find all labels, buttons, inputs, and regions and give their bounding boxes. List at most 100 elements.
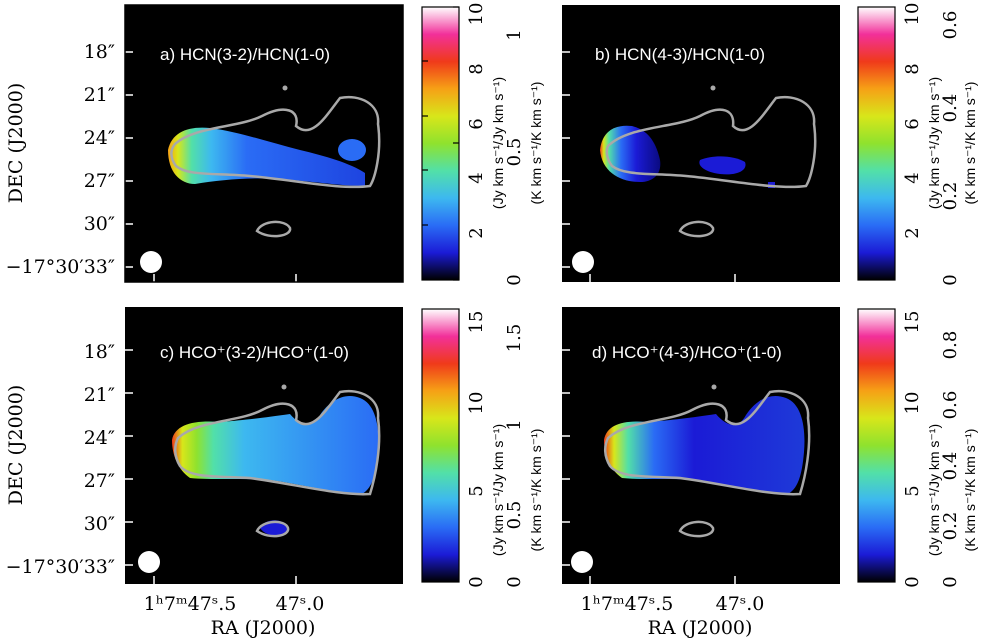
cbar-b-label-k: (K km s⁻¹/K km s⁻¹) [962, 82, 978, 205]
panel-c-contour [174, 389, 381, 496]
cbar-b-tick-8: 8 [902, 63, 923, 74]
cbar-c-rtick-05: 0.5 [504, 501, 525, 530]
panel-d-emission [604, 395, 805, 495]
cbar-b-tick-6: 6 [902, 118, 923, 129]
cbar-d-tick-5: 5 [902, 485, 923, 496]
panel-d-ticks [562, 349, 736, 584]
dec-tick-30-b: 30″ [84, 513, 115, 535]
dec-tick-30: 30″ [84, 213, 115, 235]
cbar-d-rtick-02: 0.2 [940, 512, 961, 541]
panel-a-contour-small [255, 220, 292, 238]
panel-c-ticks [125, 349, 297, 584]
cbar-c-tick-15: 15 [466, 311, 487, 334]
panel-a-emission [168, 127, 365, 186]
panel-b-label: b) HCN(4-3)/HCN(1-0) [595, 45, 765, 64]
panel-d-contour-small [678, 520, 715, 538]
cbar-a-tick-2: 2 [466, 227, 487, 238]
cbar-d-tick-10: 10 [902, 392, 923, 415]
cbar-c-label-k: (K km s⁻¹/K km s⁻¹) [528, 429, 544, 552]
dec-tick-27: 27″ [84, 170, 115, 192]
colorbar-a [421, 6, 460, 281]
cbar-a-tick-8: 8 [466, 63, 487, 74]
cbar-c-tick-5: 5 [466, 485, 487, 496]
panel-c-beam [138, 551, 160, 573]
ra-tick-475: 1ʰ7ᵐ47ˢ.5 [144, 593, 237, 615]
xlabel-right: RA (J2000) [648, 617, 753, 639]
colorbar-d [857, 308, 896, 583]
cbar-c-tick-10: 10 [466, 392, 487, 415]
cbar-a-rtick-0: 0 [504, 274, 525, 285]
cbar-d-rtick-06: 0.6 [940, 391, 961, 420]
cbar-a-tick-10: 10 [466, 3, 487, 26]
cbar-a-rtick-1: 1 [504, 29, 525, 40]
panel-a-label: a) HCN(3-2)/HCN(1-0) [160, 45, 330, 64]
cbar-d-rtick-04: 0.4 [940, 452, 961, 481]
ra-tick-470: 47ˢ.0 [276, 593, 325, 615]
panel-a-contour [170, 95, 381, 189]
panel-c-contour-small [255, 520, 290, 538]
cbar-b-rtick-02: 0.2 [940, 182, 961, 211]
panel-d-speck [711, 384, 717, 390]
panel-b-ticks [562, 51, 736, 282]
ra-tick-470-b: 47ˢ.0 [716, 593, 765, 615]
dec-tick-24: 24″ [84, 127, 115, 149]
panel-d: d) HCO⁺(4-3)/HCO⁺(1-0) [562, 307, 840, 584]
panel-d-contour [604, 389, 811, 496]
panel-d-beam [571, 551, 593, 573]
cbar-d-tick-15: 15 [902, 311, 923, 334]
cbar-a-tick-4: 4 [466, 172, 487, 183]
panel-b-contour [605, 95, 817, 189]
cbar-d-tick-0: 0 [902, 576, 923, 587]
ylabel-bottom: DEC (J2000) [5, 385, 27, 505]
panel-c: c) HCO⁺(3-2)/HCO⁺(1-0) [125, 307, 403, 584]
panel-a-beam [140, 251, 162, 273]
dec-tick-27-b: 27″ [84, 470, 115, 492]
cbar-c-label-jy: (Jy km s⁻¹/Jy km s⁻¹) [490, 424, 506, 556]
dec-tick-33: −17°30′33″ [6, 256, 115, 278]
colorbar-b [857, 6, 896, 281]
cbar-d-rtick-0: 0 [940, 576, 961, 587]
panel-b-contour-small [678, 220, 715, 238]
cbar-b-tick-10: 10 [902, 3, 923, 26]
xlabel-left: RA (J2000) [211, 617, 316, 639]
ylabel-top: DEC (J2000) [5, 83, 27, 203]
cbar-b-tick-2: 2 [902, 227, 923, 238]
dec-tick-33-b: −17°30′33″ [6, 556, 115, 578]
cbar-d-label-k: (K km s⁻¹/K km s⁻¹) [962, 429, 978, 552]
dec-tick-18: 18″ [84, 41, 115, 63]
colorbar-c [421, 308, 460, 583]
dec-tick-21-b: 21″ [84, 384, 115, 406]
panel-b: b) HCN(4-3)/HCN(1-0) [562, 5, 840, 282]
panel-a-blob [338, 139, 366, 161]
panel-c-speck [281, 384, 287, 390]
cbar-c-rtick-15: 1.5 [504, 324, 525, 353]
panel-a-speck [282, 85, 288, 91]
cbar-d-rtick-08: 0.8 [940, 331, 961, 360]
panel-a-ticks [125, 51, 297, 282]
dec-tick-21: 21″ [84, 84, 115, 106]
cbar-a-label-k: (K km s⁻¹/K km s⁻¹) [528, 82, 544, 205]
cbar-c-tick-0: 0 [466, 576, 487, 587]
panel-a: a) HCN(3-2)/HCN(1-0) [124, 4, 404, 283]
cbar-b-label-jy: (Jy km s⁻¹/Jy km s⁻¹) [926, 77, 942, 209]
cbar-b-rtick-06: 0.6 [940, 11, 961, 40]
ra-tick-475-b: 1ʰ7ᵐ47ˢ.5 [581, 593, 674, 615]
dec-tick-18-b: 18″ [84, 341, 115, 363]
panel-c-label: c) HCO⁺(3-2)/HCO⁺(1-0) [160, 343, 349, 362]
panel-b-beam [572, 251, 594, 273]
panel-b-speck [710, 85, 716, 91]
cbar-d-label-jy: (Jy km s⁻¹/Jy km s⁻¹) [926, 424, 942, 556]
cbar-a-rtick-05: 0.5 [504, 138, 525, 167]
cbar-c-rtick-1: 1 [504, 419, 525, 430]
cbar-b-tick-4: 4 [902, 172, 923, 183]
panel-c-emission [172, 395, 379, 495]
cbar-b-rtick-04: 0.4 [940, 94, 961, 123]
dec-tick-24-b: 24″ [84, 427, 115, 449]
cbar-a-tick-6: 6 [466, 118, 487, 129]
cbar-b-rtick-0: 0 [940, 274, 961, 285]
cbar-c-rtick-0: 0 [504, 576, 525, 587]
panel-d-label: d) HCO⁺(4-3)/HCO⁺(1-0) [592, 343, 782, 362]
cbar-a-label-jy: (Jy km s⁻¹/Jy km s⁻¹) [490, 77, 506, 209]
panel-b-emission-2 [699, 156, 746, 175]
